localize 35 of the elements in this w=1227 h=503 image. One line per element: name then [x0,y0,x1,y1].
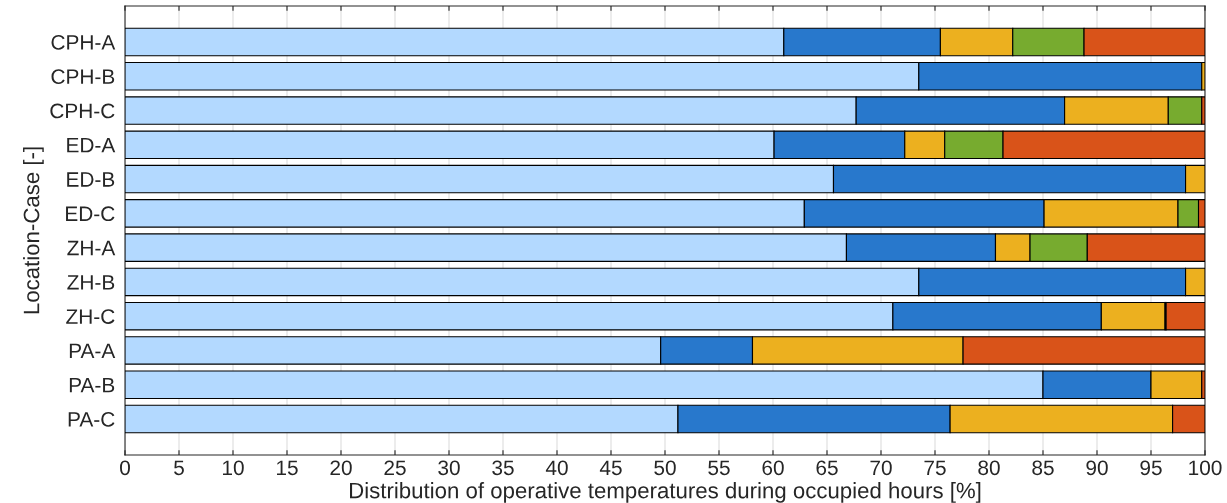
x-tick-label: 20 [330,460,352,476]
x-tick-label: 75 [924,460,946,476]
x-tick-label: 15 [277,460,298,476]
y-tick-label: ZH-C [66,309,115,324]
y-tick-label: CPH-A [51,34,116,50]
x-tick-label: 0 [120,460,130,476]
y-tick-label: ZH-B [67,275,115,290]
x-tick-label: 90 [1086,460,1108,476]
y-tick-label: PA-C [68,412,115,427]
x-tick-label: 40 [545,460,568,476]
x-tick-label: 35 [492,460,514,476]
x-tick-label: 65 [816,460,838,476]
x-tick-label: 30 [438,460,460,476]
x-tick-label: 5 [174,460,184,476]
y-tick-label: ED-B [67,172,115,187]
x-tick-label: 60 [762,460,784,476]
x-tick-label: 80 [978,460,1000,476]
y-tick-label: ED-C [66,206,115,222]
x-tick-label: 85 [1032,460,1054,476]
x-axis-title: Distribution of operative temperatures during occupied hours [%] [350,482,981,503]
x-tick-label: 70 [870,460,892,476]
y-tick-label: PA-A [69,343,116,359]
x-tick-label: 55 [708,460,730,476]
x-tick-label: 95 [1140,460,1162,476]
x-tick-label: 45 [599,460,622,476]
x-tick-label: 50 [654,460,676,476]
y-tick-label: ED-A [67,138,116,153]
y-tick-label: ZH-A [67,240,116,256]
y-tick-label: CPH-B [51,69,115,85]
y-tick-label: CPH-C [50,103,115,119]
y-axis-title: Location-Case [-] [23,147,44,314]
y-tick-label: PA-B [69,377,115,393]
x-tick-label: 10 [223,460,244,476]
x-tick-label: 25 [384,460,406,476]
x-tick-label: 100 [1189,460,1222,476]
